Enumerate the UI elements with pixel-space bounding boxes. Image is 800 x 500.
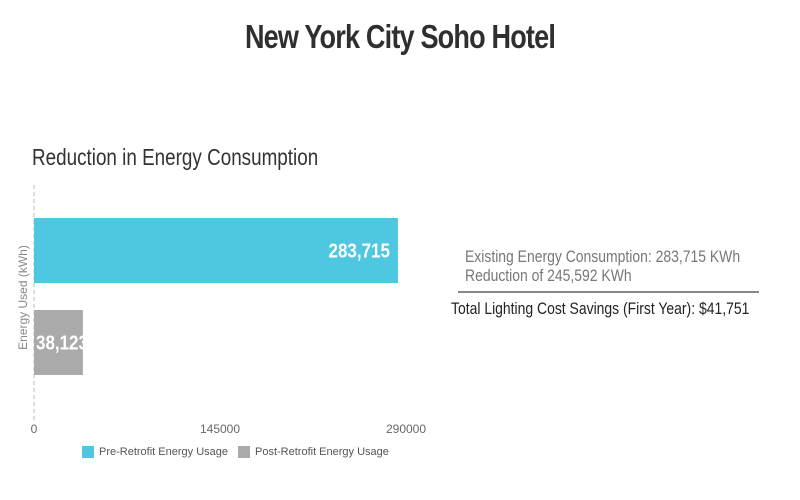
total-savings-text: Total Lighting Cost Savings (First Year)… bbox=[451, 299, 750, 318]
legend-swatch-post-retrofit bbox=[238, 446, 250, 458]
savings-summary: Existing Energy Consumption: 283,715 KWh… bbox=[451, 247, 785, 318]
legend-item-post-retrofit[interactable]: Post-Retrofit Energy Usage bbox=[238, 446, 389, 458]
x-tick-label: 145000 bbox=[200, 422, 240, 436]
legend-label-post-retrofit: Post-Retrofit Energy Usage bbox=[255, 446, 389, 458]
legend-item-pre-retrofit[interactable]: Pre-Retrofit Energy Usage bbox=[82, 446, 228, 458]
page-title: New York City Soho Hotel bbox=[244, 18, 556, 55]
chart-legend: Pre-Retrofit Energy Usage Post-Retrofit … bbox=[82, 446, 389, 458]
bar-post-retrofit bbox=[34, 310, 83, 375]
bar-value-label: 283,715 bbox=[329, 239, 390, 262]
bar-pre-retrofit bbox=[34, 218, 398, 283]
bar-value-label: 38,123 bbox=[36, 331, 88, 354]
existing-consumption-text: Existing Energy Consumption: 283,715 KWh bbox=[465, 247, 741, 266]
reduction-text: Reduction of 245,592 KWh bbox=[465, 266, 632, 285]
x-tick-label: 0 bbox=[31, 422, 38, 436]
x-tick-label: 290000 bbox=[386, 422, 426, 436]
y-axis-label: Energy Used (kWh) bbox=[16, 245, 30, 350]
legend-swatch-pre-retrofit bbox=[82, 446, 94, 458]
chart-title: Reduction in Energy Consumption bbox=[32, 144, 319, 170]
legend-label-pre-retrofit: Pre-Retrofit Energy Usage bbox=[99, 446, 228, 458]
summary-divider bbox=[458, 291, 759, 293]
